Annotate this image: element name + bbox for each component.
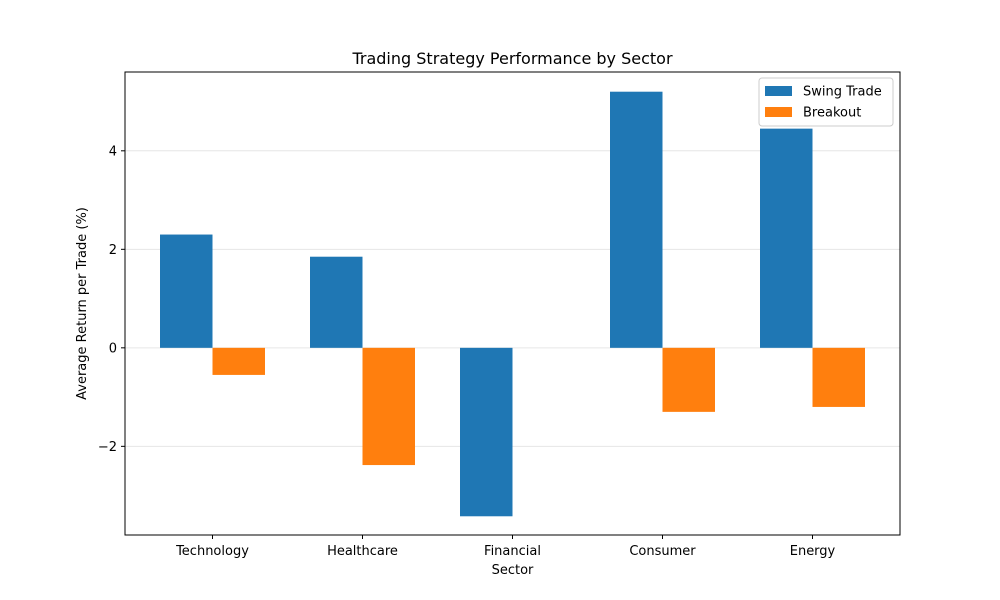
bar-breakout-energy [812,347,865,407]
x-tick-label: Financial [484,544,541,559]
legend-swatch [765,86,792,96]
legend-label: Breakout [803,106,861,121]
bar-swing-trade-healthcare [310,256,363,348]
x-tick-label: Healthcare [327,544,398,559]
ticks: −2 0 2 4 Technology Healthcare Financial Consum… [98,144,836,559]
bar-breakout-healthcare [362,347,415,466]
x-tick-label: Consumer [629,544,696,559]
x-tick-label: Technology [175,544,249,559]
legend-box [758,77,894,127]
legend-label: Swing Trade [803,85,882,100]
bar-swing-trade-financial [460,347,513,517]
x-tick-label: Energy [790,544,836,559]
bar-swing-trade-energy [760,128,813,348]
y-tick-label: 0 [109,341,117,356]
y-tick-label: 4 [109,144,117,159]
bar-breakout-consumer [662,347,715,412]
y-tick-label: −2 [98,440,117,455]
bars [160,91,865,517]
y-tick-label: 2 [109,243,117,258]
bar-swing-trade-consumer [610,91,663,348]
bar-swing-trade-technology [160,234,213,348]
x-axis-label: Sector [492,563,534,578]
chart-title: Trading Strategy Performance by Sector [351,49,672,68]
bar-breakout-technology [212,347,265,375]
legend-swatch [765,107,792,117]
y-axis-label: Average Return per Trade (%) [75,207,90,400]
legend: Swing Trade Breakout [758,77,894,127]
